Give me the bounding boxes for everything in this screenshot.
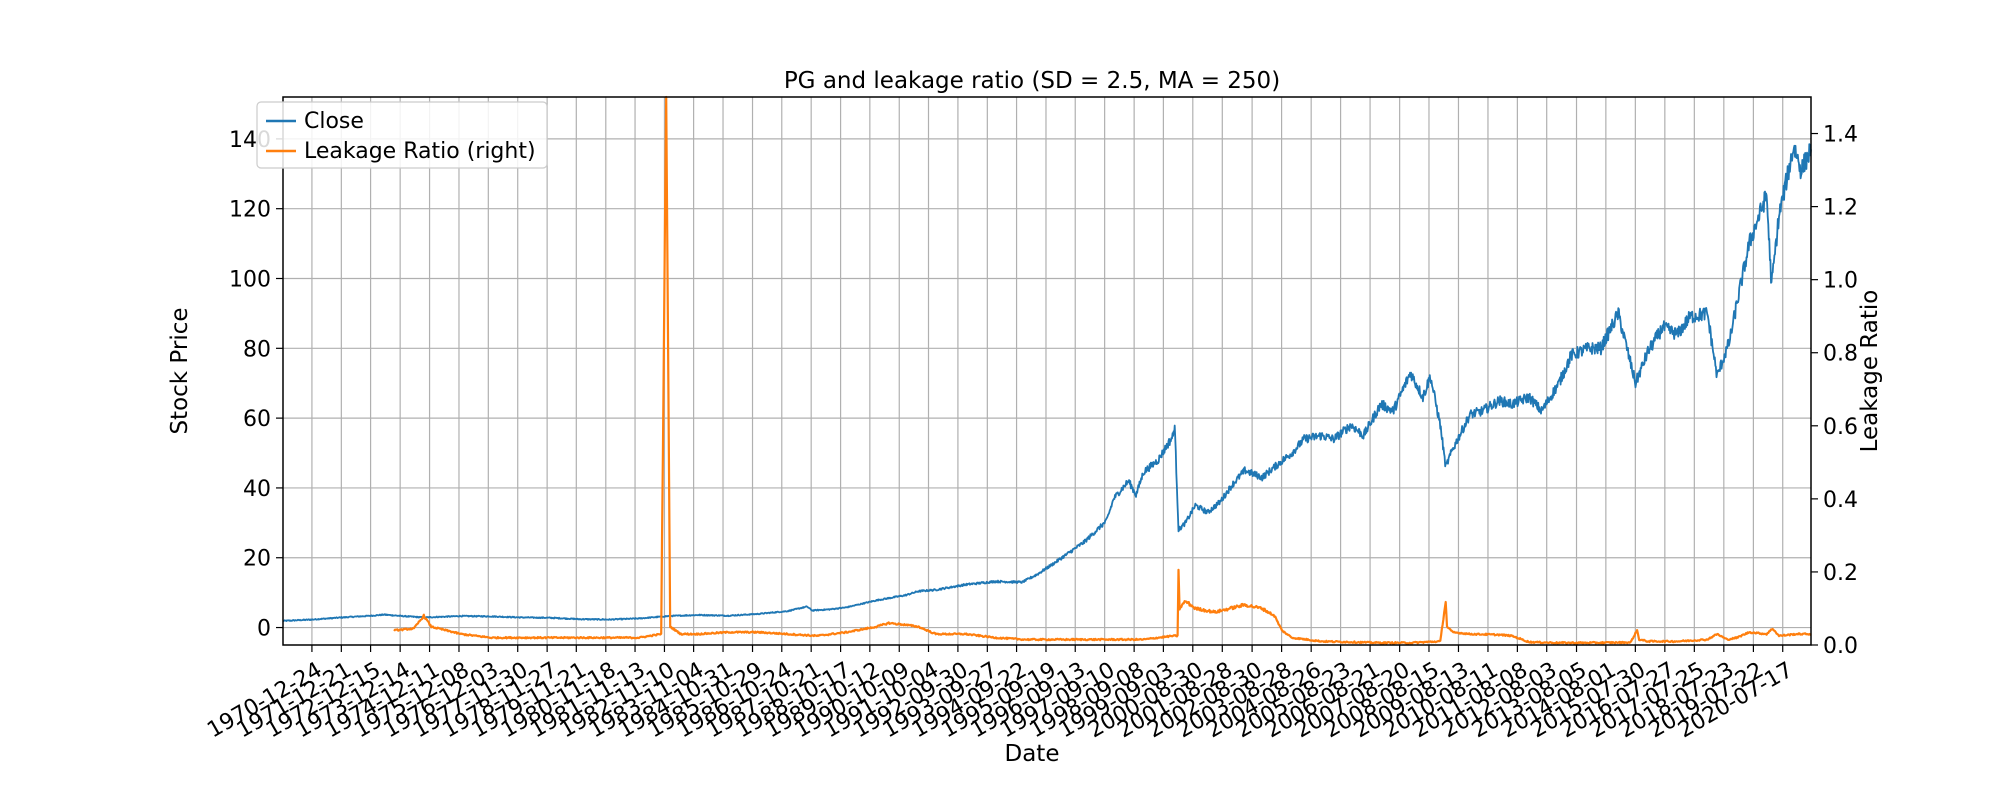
y-tick-label-right: 1.4 [1823,123,1858,148]
legend-box [256,101,548,169]
y-tick-label-right: 0.0 [1823,634,1858,659]
grid [283,97,1811,645]
chart-title: PG and leakage ratio (SD = 2.5, MA = 250… [784,68,1280,94]
y-tick-label-left: 100 [229,268,271,293]
y-axis-label-right: Leakage Ratio [1857,290,1883,453]
y-tick-label-left: 40 [243,477,271,502]
y-tick-label-right: 1.2 [1823,196,1858,221]
x-axis-label: Date [1005,741,1060,767]
y-tick-label-left: 80 [243,337,271,362]
y-tick-label-right: 0.2 [1823,561,1858,586]
y-axis-label-left: Stock Price [167,307,193,434]
y-tick-label-left: 60 [243,407,271,432]
y-tick-label-right: 1.0 [1823,269,1858,294]
y-tick-label-right: 0.4 [1823,488,1858,513]
leakage-ratio-series-line [393,95,1812,645]
y-tick-label-right: 0.8 [1823,342,1858,367]
axes [282,96,1812,646]
legend-label-close: Close [304,109,364,134]
close-series-line [282,143,1812,622]
y-tick-label-left: 0 [257,617,271,642]
plot-frame [282,96,1812,646]
y-tick-label-left: 20 [243,547,271,572]
legend: Close Leakage Ratio (right) [256,101,548,169]
series-layer [282,95,1812,645]
y-tick-label-left: 120 [229,198,271,223]
legend-label-leakage-ratio: Leakage Ratio (right) [304,139,536,164]
y-tick-label-right: 0.6 [1823,415,1858,440]
